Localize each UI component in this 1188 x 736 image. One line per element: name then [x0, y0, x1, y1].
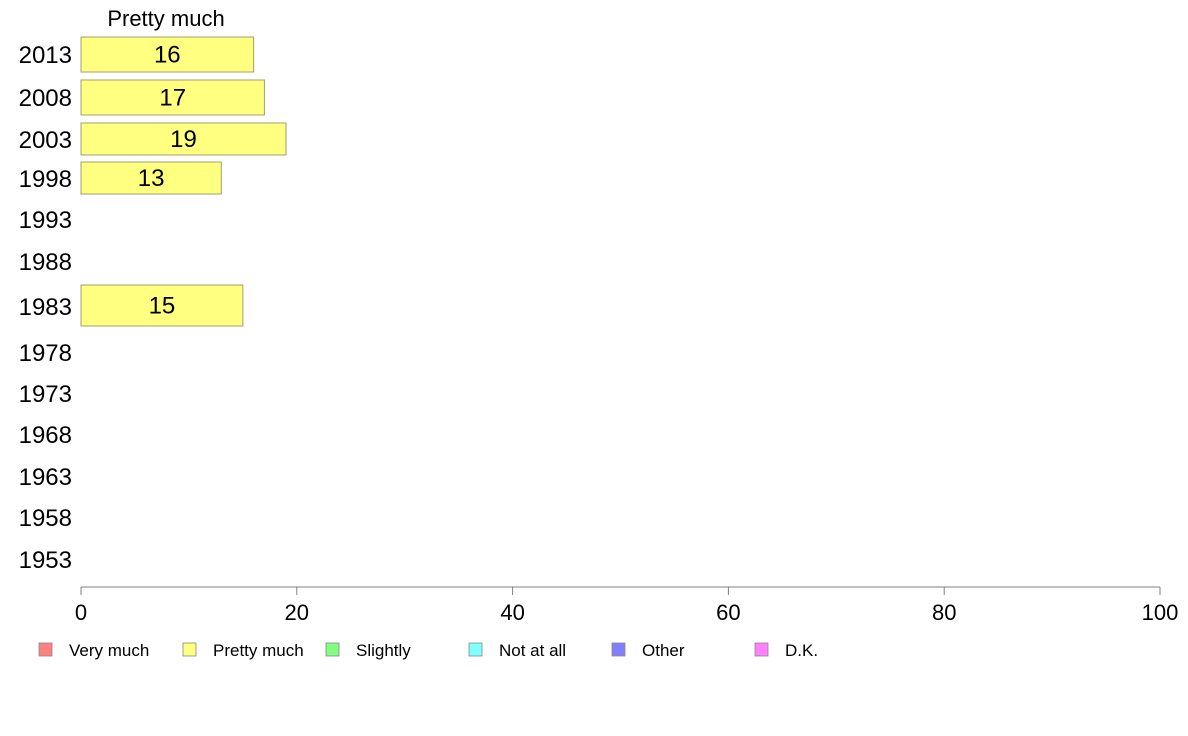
legend-swatch — [38, 642, 53, 657]
data-label: 13 — [138, 165, 165, 192]
legend-swatch — [611, 642, 626, 657]
y-tick-label: 1958 — [19, 505, 72, 532]
y-tick-label: 1963 — [19, 464, 72, 491]
y-tick-label: 1983 — [19, 294, 72, 321]
y-tick-label: 1978 — [19, 340, 72, 367]
y-tick-label: 1953 — [19, 547, 72, 574]
x-tick-label: 100 — [1142, 600, 1179, 625]
x-tick-label: 80 — [932, 600, 956, 625]
bar — [80, 122, 287, 156]
x-tick-label: 40 — [500, 600, 524, 625]
y-tick-label: 1998 — [19, 166, 72, 193]
y-tick-label: 1993 — [19, 207, 72, 234]
x-tick-label: 60 — [716, 600, 740, 625]
data-label: 19 — [170, 126, 197, 153]
bar-rows: 2013 16 2008 17 2003 19 1998 13 1993 1988 1983 15 19… — [19, 36, 287, 574]
legend-label: Not at all — [499, 641, 566, 660]
bar — [80, 161, 222, 195]
legend-label: Slightly — [356, 641, 411, 660]
y-tick-label: 1973 — [19, 381, 72, 408]
legend: Very much Pretty much Slightly Not at all Ot… — [38, 641, 818, 660]
legend-swatch — [754, 642, 769, 657]
bar — [80, 79, 265, 116]
data-label: 16 — [154, 42, 181, 69]
data-label: 15 — [149, 293, 176, 320]
y-tick-label: 2013 — [19, 42, 72, 69]
bar — [80, 36, 255, 73]
series-header: Pretty much — [107, 6, 224, 31]
y-tick-label: 2008 — [19, 85, 72, 112]
x-tick-label: 20 — [285, 600, 309, 625]
data-label: 17 — [159, 85, 186, 112]
x-axis: 0 20 40 60 80 100 — [75, 586, 1179, 625]
y-tick-label: 1968 — [19, 422, 72, 449]
legend-label: Very much — [69, 641, 149, 660]
y-tick-label: 2003 — [19, 127, 72, 154]
bar — [80, 284, 244, 327]
legend-swatch — [325, 642, 340, 657]
y-tick-label: 1988 — [19, 249, 72, 276]
x-tick-label: 0 — [75, 600, 87, 625]
legend-swatch — [182, 642, 197, 657]
legend-swatch — [468, 642, 483, 657]
legend-label: D.K. — [785, 641, 818, 660]
legend-label: Other — [642, 641, 685, 660]
legend-label: Pretty much — [213, 641, 304, 660]
